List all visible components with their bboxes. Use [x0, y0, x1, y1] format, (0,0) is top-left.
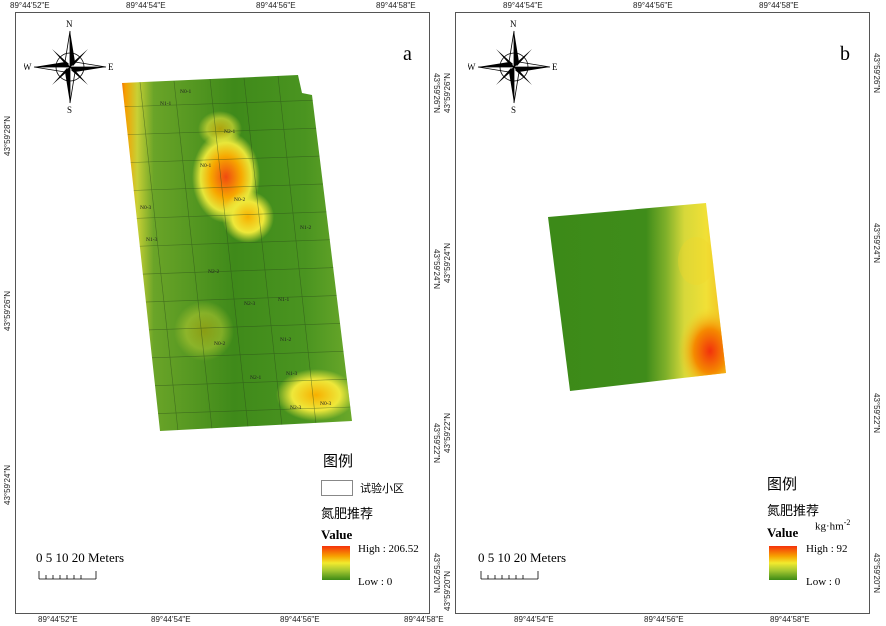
lat-label: 43°59'26"N [3, 290, 12, 331]
scale-bar-label: 0 5 10 20 Meters [478, 550, 567, 565]
compass-rose-icon: N S E W [468, 19, 558, 113]
lat-label: 43°59'22"N [443, 412, 452, 453]
legend-unit-exp: -2 [843, 518, 851, 527]
lat-label: 43°59'24"N [3, 464, 12, 505]
compass-w: W [468, 62, 476, 72]
plot-swatch-label: 试验小区 [360, 483, 404, 495]
legend-title: 图例 [767, 477, 798, 493]
lon-label: 89°44'58"E [770, 615, 810, 624]
lon-label: 89°44'58"E [376, 1, 416, 10]
lat-label: 43°59'24"N [432, 249, 441, 290]
lat-label: 43°59'24"N [443, 242, 452, 283]
lon-label: 89°44'58"E [404, 615, 444, 624]
plot-label: N2-2 [208, 269, 220, 275]
compass-e: E [552, 62, 558, 72]
plot-label: N0-1 [200, 163, 212, 169]
legend-unit: kg·hm-2 [815, 518, 850, 533]
lon-label: 89°44'56"E [644, 615, 684, 624]
lon-label: 89°44'56"E [280, 615, 320, 624]
lat-label: 43°59'26"N [443, 72, 452, 113]
color-ramp [769, 546, 797, 580]
color-ramp [322, 546, 350, 580]
plot-label: N2-1 [250, 375, 262, 381]
lat-label: 43°59'24"N [872, 223, 881, 264]
plot-label: N2-1 [224, 129, 236, 135]
compass-n: N [66, 19, 73, 29]
compass-s: S [67, 105, 72, 113]
plot-label: N1-2 [280, 337, 292, 343]
legend-unit-base: kg·hm [815, 520, 844, 533]
plot-label: N1-2 [300, 225, 312, 231]
lat-label: 43°59'26"N [432, 73, 441, 114]
plot-label: N2-3 [244, 301, 256, 307]
plot-label: N1-3 [146, 237, 158, 243]
lat-label: 43°59'26"N [872, 53, 881, 94]
lat-label: 43°59'22"N [432, 423, 441, 464]
lon-label: 89°44'54"E [151, 615, 191, 624]
legend-low: Low : 0 [806, 576, 841, 588]
plot-label: N0-2 [234, 197, 246, 203]
lon-label: 89°44'54"E [514, 615, 554, 624]
plot-label: N1-3 [286, 371, 298, 377]
legend-high: High : 92 [806, 543, 848, 555]
legend-layer: 氮肥推荐 [321, 506, 374, 521]
panel-letter: b [840, 43, 850, 65]
legend-title: 图例 [323, 454, 354, 470]
plot-label: N0-2 [214, 341, 226, 347]
lon-label: 89°44'58"E [759, 1, 799, 10]
scale-bar-label: 0 5 10 20 Meters [36, 550, 125, 565]
panel-letter: a [403, 43, 412, 65]
compass-n: N [510, 19, 517, 29]
lat-label: 43°59'22"N [872, 393, 881, 434]
field-raster-b [548, 203, 726, 391]
map-panel-a: 89°44'52"E 89°44'54"E 89°44'56"E 89°44'5… [3, 1, 444, 624]
lat-label: 43°59'20"N [443, 570, 452, 611]
legend-low: Low : 0 [358, 576, 393, 588]
compass-rose-icon: N S E W [24, 19, 114, 113]
lon-label: 89°44'52"E [38, 615, 78, 624]
plot-label: N2-3 [290, 405, 302, 411]
legend-value: Value [767, 525, 799, 540]
lon-label: 89°44'54"E [503, 1, 543, 10]
scale-bar [38, 571, 97, 580]
plot-label: N0-3 [140, 205, 152, 211]
legend-high: High : 206.52 [358, 543, 419, 555]
compass-e: E [108, 62, 114, 72]
lon-label: 89°44'54"E [126, 1, 166, 10]
plot-label: N1-1 [160, 101, 172, 107]
lon-label: 89°44'56"E [633, 1, 673, 10]
lon-label: 89°44'52"E [10, 1, 50, 10]
lat-label: 43°59'28"N [3, 115, 12, 156]
plot-label: N0-3 [320, 401, 332, 407]
field-raster-a: N1-1 N2-1 N0-1 N0-2 N0-3 N1-2 N1-3 N2-2 … [122, 75, 352, 431]
plot-swatch [321, 480, 353, 496]
legend-value: Value [321, 527, 353, 542]
plot-label: N0-1 [180, 89, 192, 95]
compass-w: W [24, 62, 32, 72]
plot-label: N1-1 [278, 297, 290, 303]
lat-label: 43°59'20"N [432, 553, 441, 594]
map-panel-b: 89°44'54"E 89°44'56"E 89°44'58"E 89°44'5… [443, 1, 881, 624]
scale-bar [480, 571, 539, 580]
compass-s: S [511, 105, 516, 113]
legend-layer: 氮肥推荐 [767, 503, 820, 518]
lat-label: 43°59'20"N [872, 553, 881, 594]
lon-label: 89°44'56"E [256, 1, 296, 10]
